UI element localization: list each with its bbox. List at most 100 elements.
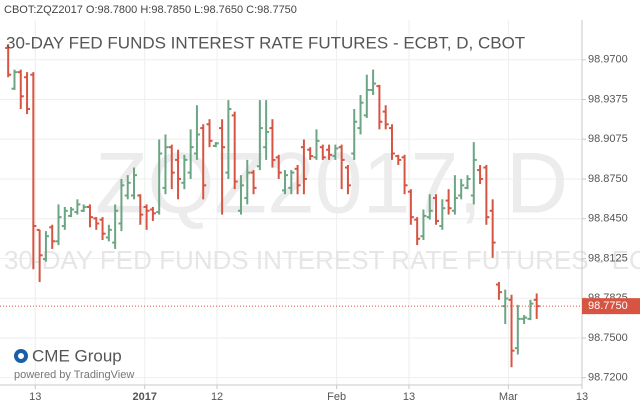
ohlc-bar bbox=[382, 105, 389, 130]
ohlc-bar bbox=[521, 315, 528, 324]
ohlc-bar bbox=[99, 217, 106, 241]
ohlc-bar bbox=[168, 144, 175, 190]
ohlc-bar bbox=[357, 95, 364, 135]
last-price-label: 98.7750 bbox=[588, 300, 628, 312]
ohlc-bar bbox=[477, 164, 484, 185]
ohlc-bar bbox=[363, 74, 370, 118]
ohlc-bar bbox=[112, 204, 119, 249]
header: CBOT:ZQZ2017 O:98.7800 H:98.7850 L:98.76… bbox=[4, 4, 297, 16]
y-tick-label: 98.9075 bbox=[588, 133, 628, 145]
ohlc-bar bbox=[426, 194, 433, 220]
last-price-badge bbox=[582, 298, 640, 315]
watermark: ZQZ2017, D bbox=[95, 136, 568, 232]
ohlc-bar bbox=[351, 109, 358, 160]
ohlc-bar bbox=[370, 69, 377, 96]
ohlc-bar bbox=[118, 178, 125, 232]
chart-title: 30-DAY FED FUNDS INTEREST RATE FUTURES -… bbox=[6, 33, 525, 52]
x-tick-label: 12 bbox=[211, 391, 223, 403]
y-tick-label: 98.8750 bbox=[588, 173, 628, 185]
logo-caption: powered by TradingView bbox=[14, 369, 134, 381]
ohlc-bar bbox=[212, 142, 219, 148]
ohlc-bar bbox=[124, 175, 131, 200]
ohlc-bar bbox=[458, 178, 465, 200]
axes: 98.720098.750098.782598.812598.845098.87… bbox=[0, 54, 640, 403]
ohlc-bar bbox=[86, 204, 93, 228]
ohlc-bar bbox=[131, 167, 138, 200]
ohlc-bar bbox=[344, 164, 351, 195]
y-tick-label: 98.7500 bbox=[588, 332, 628, 344]
ohlc-bar bbox=[237, 175, 244, 215]
ohlc-bar bbox=[30, 72, 37, 270]
ohlc-bar bbox=[80, 204, 87, 213]
ohlc-bar bbox=[5, 44, 12, 78]
ohlc-bar bbox=[68, 206, 75, 218]
ohlc-bar bbox=[181, 154, 188, 190]
ohlc-bar bbox=[288, 170, 295, 195]
ohlc-bar bbox=[49, 224, 56, 249]
ohlc-bar bbox=[451, 175, 458, 215]
ohlc-bar bbox=[395, 154, 402, 165]
ohlc-bar bbox=[313, 129, 320, 160]
x-tick-label: 2017 bbox=[132, 391, 156, 403]
ohlc-bar bbox=[175, 149, 182, 200]
ohlc-bar bbox=[326, 144, 333, 160]
ohlc-bar bbox=[231, 111, 238, 190]
ohlc-bar bbox=[439, 199, 446, 230]
x-tick-label: Mar bbox=[499, 391, 518, 403]
ohlc-bar bbox=[193, 105, 200, 160]
y-tick-label: 98.8450 bbox=[588, 213, 628, 225]
ohlc-bar bbox=[206, 119, 213, 148]
ohlc-bar bbox=[282, 170, 289, 195]
ohlc-bar bbox=[42, 231, 49, 262]
ohlc-bar bbox=[200, 124, 207, 200]
ohlc-bar bbox=[307, 147, 314, 160]
ohlc-bar bbox=[55, 204, 62, 246]
ohlc-bar bbox=[420, 209, 427, 241]
y-tick-label: 98.7200 bbox=[588, 372, 628, 384]
ohlc-bar bbox=[489, 199, 496, 258]
ohlc-bar bbox=[332, 144, 339, 160]
ohlc-bar bbox=[514, 304, 521, 355]
ohlc-bar bbox=[74, 199, 81, 215]
ohlc-bar bbox=[219, 119, 226, 215]
ohlc-bar bbox=[338, 144, 345, 190]
x-tick-label: 13 bbox=[576, 391, 588, 403]
logo-text: CME Group bbox=[32, 346, 122, 365]
ohlc-bar bbox=[433, 194, 440, 225]
ohlc-bar bbox=[508, 294, 515, 368]
ohlc-bar bbox=[93, 217, 100, 230]
ohlc-bar bbox=[17, 69, 24, 110]
ohlc-bar bbox=[319, 144, 326, 160]
ohlc-bar bbox=[414, 217, 421, 246]
ohlc-bar bbox=[256, 100, 263, 171]
ohlc-bar bbox=[464, 175, 471, 190]
ohlc-bar bbox=[11, 69, 18, 90]
ohlc-bar bbox=[300, 139, 307, 195]
ohlc-bar bbox=[244, 159, 251, 205]
grid bbox=[0, 20, 583, 385]
ohlc-bar bbox=[24, 72, 31, 115]
x-tick-label: 13 bbox=[29, 391, 41, 403]
ohlc-bar bbox=[470, 142, 477, 205]
watermark-subtitle: 30-DAY FED FUNDS INTEREST RATE FUTURES -… bbox=[4, 245, 640, 275]
ohlc-bar bbox=[407, 189, 414, 225]
ohlc-bar bbox=[36, 228, 43, 282]
ohlc-bar bbox=[376, 84, 383, 130]
ohlc-bar bbox=[388, 124, 395, 160]
ohlc-bar bbox=[269, 119, 276, 168]
ohlc-bar bbox=[275, 154, 282, 179]
y-tick-label: 98.9700 bbox=[588, 54, 628, 66]
ohlc-bar bbox=[250, 170, 257, 195]
ohlc-bar bbox=[61, 206, 68, 230]
ohlc-bar bbox=[263, 100, 270, 160]
logo: CME Group powered by TradingView bbox=[14, 346, 134, 381]
ohlc-bar bbox=[156, 139, 163, 215]
ohlc-bar bbox=[149, 206, 156, 221]
ohlc-bar bbox=[143, 204, 150, 230]
logo-icon-inner bbox=[18, 353, 24, 359]
ohlc-bar bbox=[137, 194, 144, 225]
ohlc-bar bbox=[187, 129, 194, 179]
